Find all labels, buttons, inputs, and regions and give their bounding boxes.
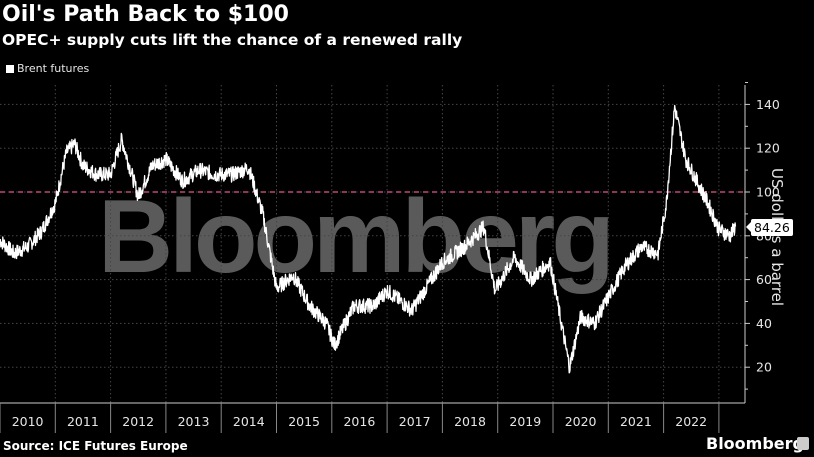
y-tick-label: 120 [756,141,780,156]
y-tick-label: 40 [756,316,772,331]
x-tick-label: 2019 [509,414,541,429]
y-axis-label: US dollars a barrel [768,168,786,307]
brent-futures-line [0,104,737,374]
x-tick-label: 2017 [399,414,431,429]
legend-swatch-icon [6,64,14,73]
x-tick-label: 2018 [454,414,486,429]
y-tick-label: 60 [756,272,772,287]
last-value-label: 84.26 [746,219,793,236]
x-tick-label: 2010 [12,414,44,429]
legend: Brent futures [6,62,89,75]
x-tick-label: 2012 [122,414,154,429]
watermark: Bloomberg [98,179,611,295]
x-tick-label: 2021 [620,414,652,429]
chart-subtitle: OPEC+ supply cuts lift the chance of a r… [2,31,463,49]
x-tick-label: 2011 [67,414,99,429]
x-tick-label: 2020 [565,414,597,429]
x-tick-label: 2022 [675,414,707,429]
legend-label: Brent futures [17,62,90,75]
y-tick-label: 20 [756,360,772,375]
y-tick-label: 140 [756,97,780,112]
y-tick-label: 100 [756,185,780,200]
brand-logo: Bloomberg [706,434,804,453]
chart-title: Oil's Path Back to $100 [2,2,289,27]
x-tick-label: 2015 [288,414,320,429]
x-tick-label: 2014 [233,414,265,429]
source-note: Source: ICE Futures Europe [3,439,188,453]
x-tick-label: 2013 [178,414,210,429]
chart-icon [797,437,809,450]
x-tick-label: 2016 [343,414,375,429]
